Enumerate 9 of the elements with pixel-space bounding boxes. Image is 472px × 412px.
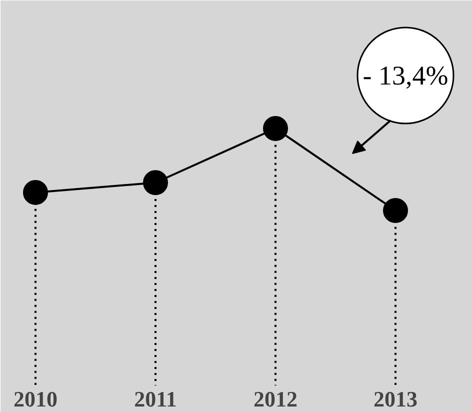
x-tick-label: 2013 — [374, 386, 418, 412]
x-tick-label: 2011 — [134, 386, 177, 412]
point — [263, 116, 288, 141]
text: - 13,4% — [362, 60, 448, 90]
point — [23, 180, 48, 205]
point — [143, 170, 168, 196]
x-tick-label: 2010 — [14, 386, 58, 412]
x-tick-label: 2012 — [254, 386, 298, 412]
point — [383, 198, 408, 223]
